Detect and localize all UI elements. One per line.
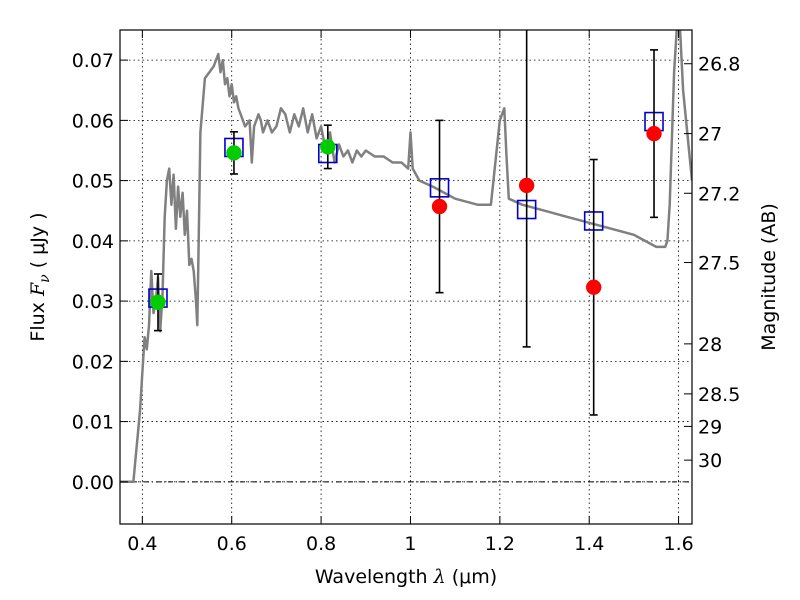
plot-frame: [119, 29, 693, 525]
limit-point: [646, 125, 662, 142]
x-tick-label: 1: [404, 533, 416, 555]
y-tick-label: 0.07: [72, 50, 114, 72]
axis-ticks: 0.4 0.6 0.8 1 1.2 1.4 1.6 0.00 0.01 0.02 0.03 0.04 0…: [72, 30, 740, 555]
limit-point: [585, 279, 602, 295]
y2-tick-label: 29: [698, 416, 722, 438]
x-tick-label: 1.6: [663, 533, 693, 555]
y-tick-label: 0.02: [72, 351, 114, 373]
x-tick-label: 0.6: [217, 533, 247, 555]
detection-point: [226, 145, 242, 161]
detection-point: [150, 294, 166, 311]
y-axis-label: Flux Fν ( μJy ): [27, 212, 53, 341]
y-tick-label: 0.03: [72, 291, 114, 313]
limit-point: [431, 198, 448, 215]
y2-tick-label: 28: [698, 334, 722, 356]
x-axis-label-text: Wavelength: [315, 566, 428, 588]
x-axis-unit: (μm): [452, 566, 497, 588]
x-tick-label: 1.2: [485, 533, 515, 555]
y-tick-label: 0.06: [72, 110, 114, 132]
y-axis-label-text: Flux: [27, 302, 49, 342]
detection-point: [320, 139, 336, 155]
y2-tick-label: 27.5: [698, 253, 740, 275]
y2-tick-label: 26.8: [698, 54, 740, 76]
x-axis-symbol: λ: [433, 566, 446, 588]
y2-tick-label: 27.2: [698, 183, 740, 205]
plot-marks: [120, 30, 692, 484]
x-tick-label: 0.4: [127, 533, 157, 555]
y2-tick-label: 28.5: [698, 384, 740, 406]
y-tick-label: 0.04: [72, 231, 114, 253]
grid-lines: [120, 30, 692, 524]
plot-area: [120, 30, 692, 484]
y-axis-unit: ( μJy ): [27, 212, 49, 268]
y2-axis-label: Magnitude (AB): [758, 203, 780, 351]
y-tick-label: 0.00: [72, 472, 114, 494]
x-tick-label: 1.4: [574, 533, 604, 555]
y-axis-symbol: F: [27, 282, 49, 297]
x-tick-label: 0.8: [306, 533, 336, 555]
y-axis-subscript: ν: [37, 274, 53, 283]
y2-tick-label: 27: [698, 124, 722, 146]
limit-point: [518, 177, 535, 194]
y-tick-label: 0.01: [72, 412, 114, 434]
model-sed-line: [120, 30, 692, 484]
x-axis-label: Wavelength λ (μm): [315, 566, 497, 588]
y-tick-label: 0.05: [72, 171, 114, 193]
y2-tick-label: 30: [698, 450, 722, 472]
